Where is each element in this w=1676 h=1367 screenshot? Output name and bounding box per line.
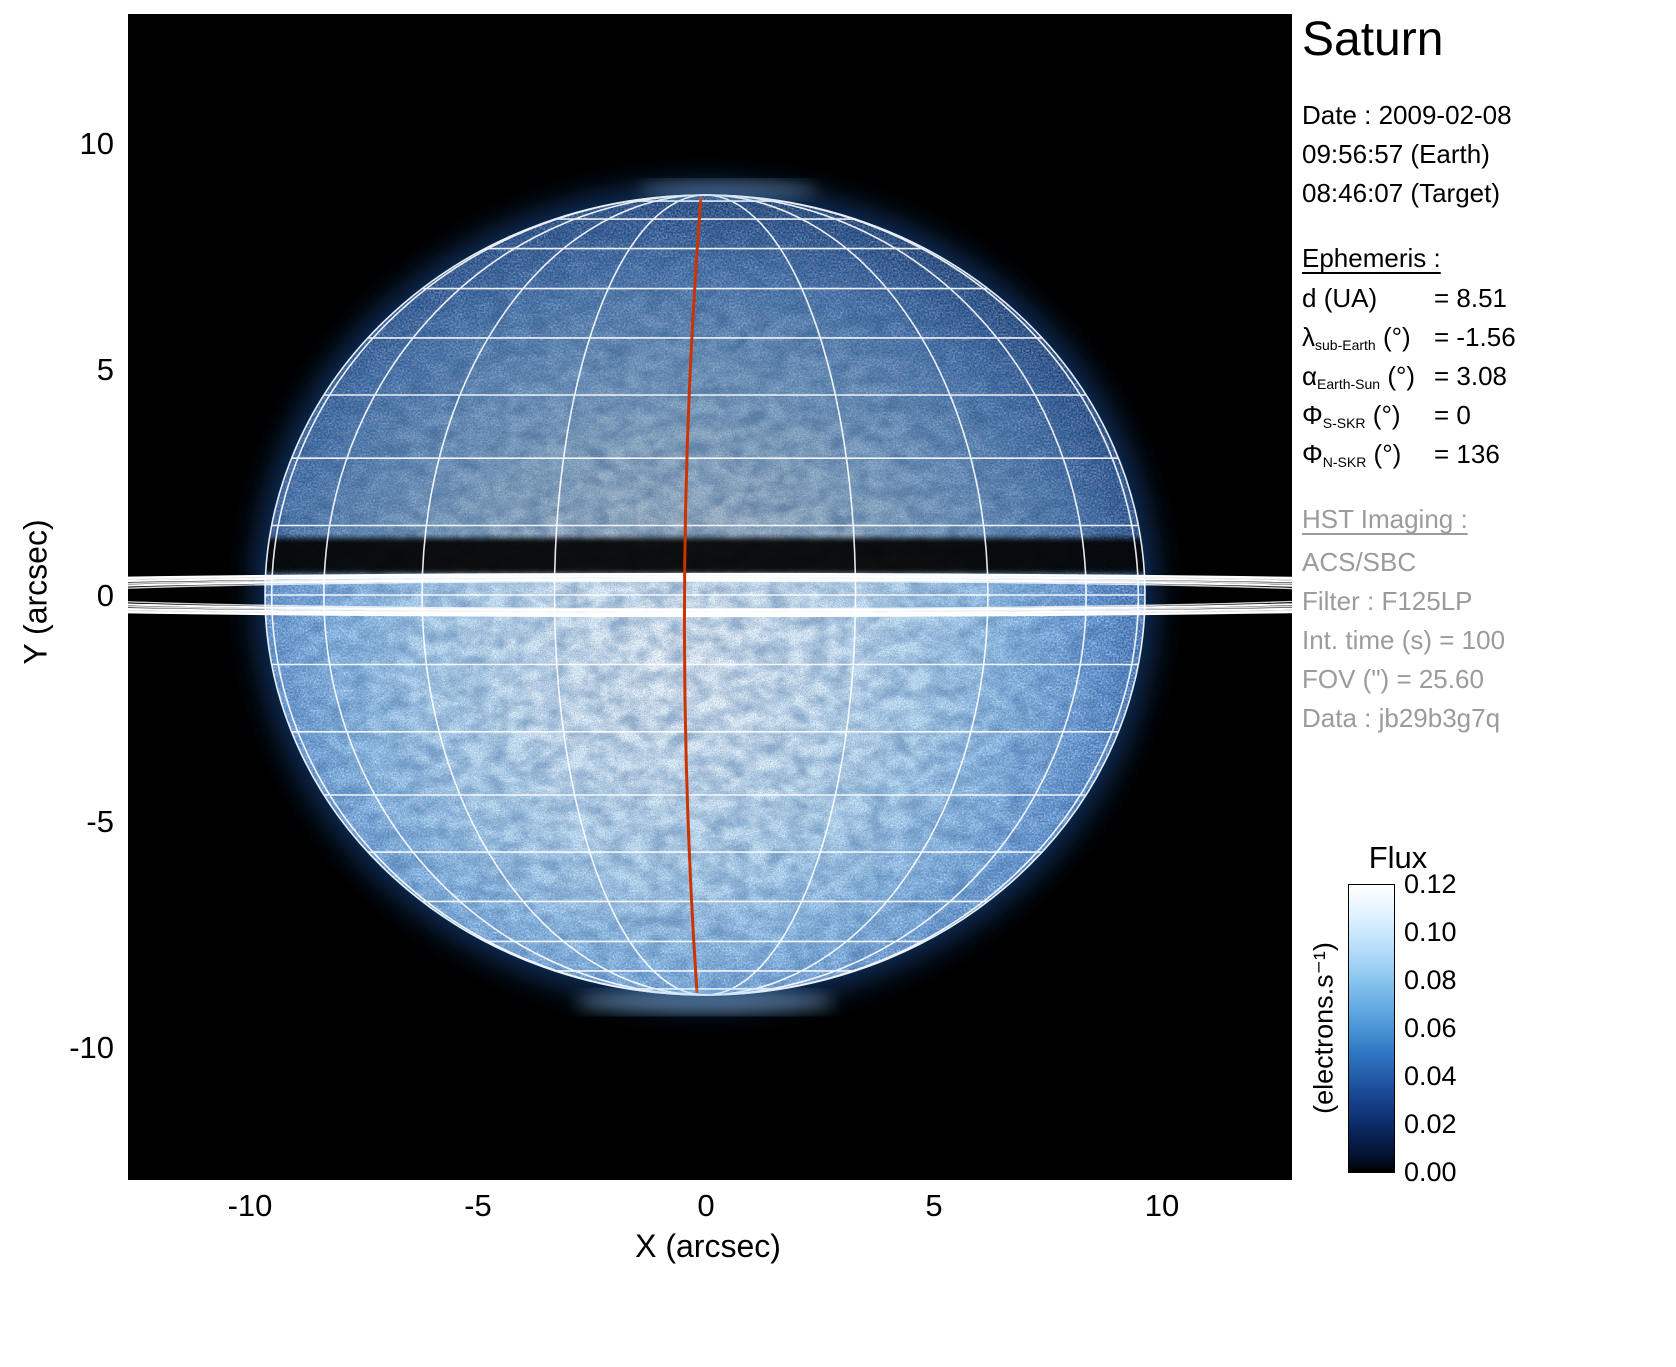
x-axis-label: X (arcsec) (635, 1228, 781, 1264)
hst-data-id: Data : jb29b3g7q (1302, 703, 1501, 733)
ephemeris-row-s-skr-phase: ΦS-SKR (°) = 0 (1302, 400, 1471, 431)
x-tick-label: 0 (697, 1188, 715, 1223)
north-hemisphere-shade (265, 195, 1145, 544)
y-tick-label: -5 (86, 804, 114, 839)
hst-int-time: Int. time (s) = 100 (1302, 625, 1506, 655)
x-tick-label: 10 (1144, 1188, 1180, 1223)
y-tick-label: 0 (96, 578, 114, 613)
hst-fov: FOV (") = 25.60 (1302, 664, 1484, 694)
y-tick-label: -10 (69, 1030, 114, 1065)
hst-imaging-heading: HST Imaging : (1302, 504, 1468, 534)
observation-date: Date : 2009-02-08 (1302, 100, 1512, 130)
observation-time-earth: 09:56:57 (Earth) (1302, 139, 1490, 169)
hst-instrument: ACS/SBC (1302, 547, 1417, 577)
saturn-image (128, 180, 1292, 1014)
ring-shadow-band (265, 538, 1145, 574)
colorbar-tick-label: 0.04 (1404, 1061, 1457, 1091)
colorbar-tick-label: 0.10 (1404, 917, 1457, 947)
hst-filter: Filter : F125LP (1302, 586, 1473, 616)
x-tick-label: -10 (227, 1188, 273, 1223)
ring-lines (128, 572, 1292, 618)
ephemeris-row-subearth-lat: λsub-Earth (°) = -1.56 (1302, 322, 1516, 353)
y-tick-label: 10 (79, 126, 114, 161)
colorbar-gradient (1348, 884, 1395, 1173)
ephemeris-heading: Ephemeris : (1302, 243, 1441, 273)
observation-time-target: 08:46:07 (Target) (1302, 178, 1501, 208)
colorbar-title: Flux (1368, 840, 1428, 875)
y-tick-label: 5 (96, 352, 114, 387)
page-title: Saturn (1302, 13, 1444, 66)
ephemeris-row-distance: d (UA) = 8.51 (1302, 283, 1508, 313)
y-axis-label: Y (arcsec) (17, 519, 54, 665)
central-meridian-line (682, 196, 703, 994)
colorbar-tick-label: 0.12 (1404, 869, 1457, 899)
south-polar-glow (575, 990, 835, 1014)
north-polar-glow (638, 180, 818, 200)
ephemeris-row-phase-angle: αEarth-Sun (°) = 3.08 (1302, 361, 1508, 392)
colorbar-tick-label: 0.06 (1404, 1013, 1457, 1043)
colorbar-unit-label: (electrons.s⁻¹) (1308, 942, 1339, 1114)
x-tick-label: 5 (925, 1188, 943, 1223)
plot-area (128, 14, 1292, 1180)
x-tick-label: -5 (464, 1188, 492, 1223)
colorbar-tick-label: 0.08 (1404, 965, 1457, 995)
ephemeris-row-n-skr-phase: ΦN-SKR (°) = 136 (1302, 439, 1500, 470)
colorbar-tick-label: 0.00 (1404, 1157, 1457, 1187)
hst-imaging-block: ACS/SBC Filter : F125LP Int. time (s) = … (1302, 543, 1505, 738)
observation-block: Date : 2009-02-08 09:56:57 (Earth) 08:46… (1302, 96, 1512, 213)
colorbar-tick-label: 0.02 (1404, 1109, 1457, 1139)
